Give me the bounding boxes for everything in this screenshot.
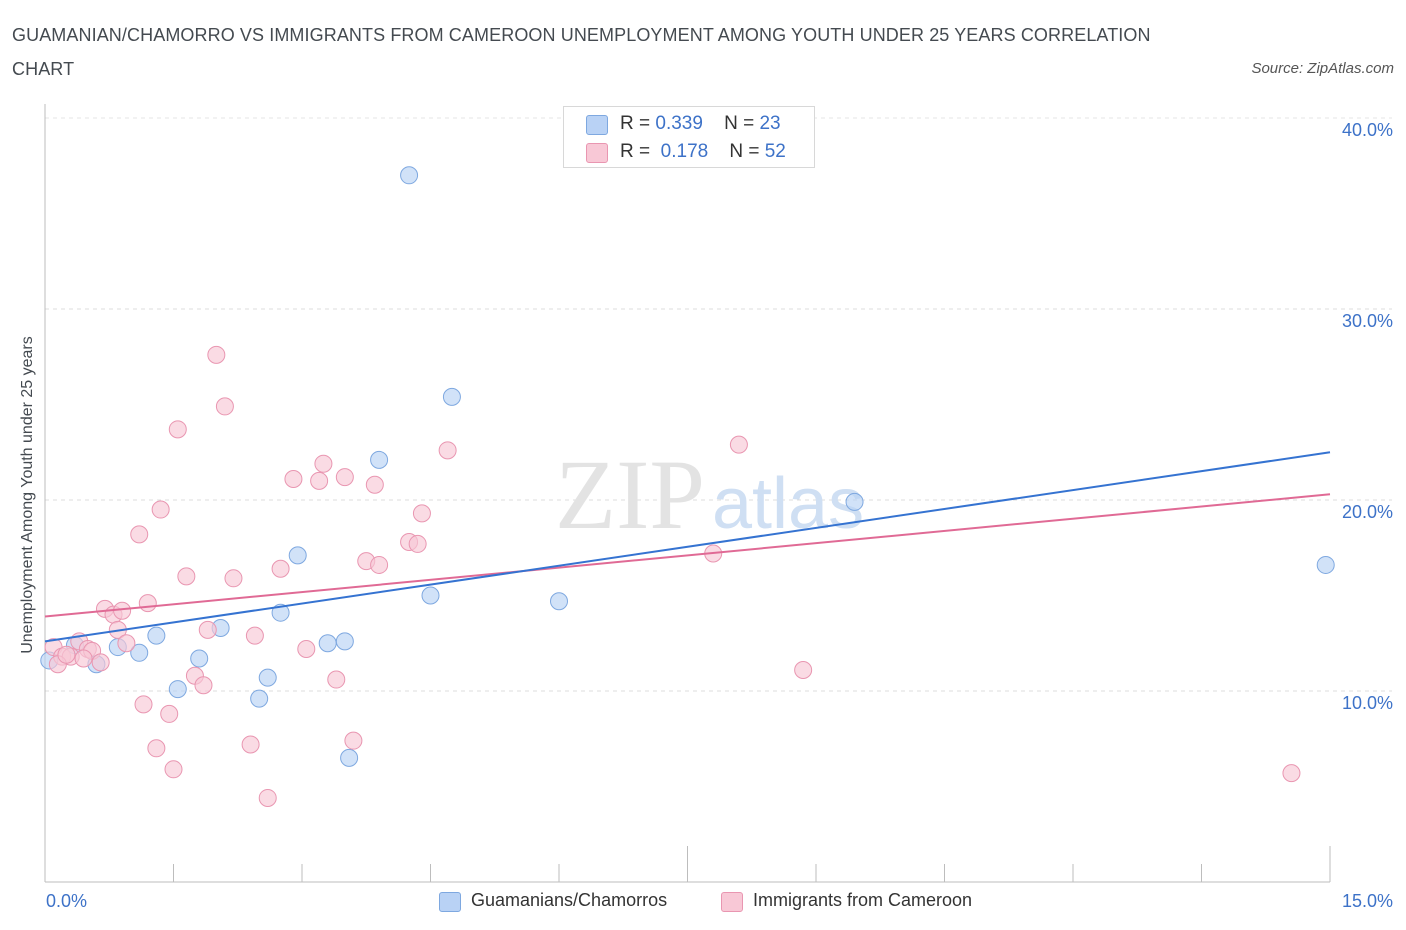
data-point [421, 586, 440, 605]
data-point [344, 731, 363, 750]
series-immigrants-from-cameroon [44, 345, 1301, 807]
data-point [168, 680, 187, 699]
data-point [245, 626, 264, 645]
data-point [250, 689, 269, 708]
data-point [113, 601, 132, 620]
trend-lines [44, 451, 1331, 643]
data-point [57, 645, 76, 664]
trend-line-cameroon [44, 493, 1331, 618]
data-point [258, 668, 277, 687]
blue-swatch [586, 115, 608, 135]
data-point [117, 634, 136, 653]
data-point [177, 567, 196, 586]
data-point [271, 559, 290, 578]
data-point [194, 676, 213, 695]
data-point [130, 643, 149, 662]
data-point [215, 397, 234, 416]
data-point [91, 653, 110, 672]
x-tick-max: 15.0% [1341, 891, 1393, 911]
data-point [190, 649, 209, 668]
chart-title: GUAMANIAN/CHAMORRO VS IMMIGRANTS FROM CA… [12, 25, 1151, 79]
pink-swatch [586, 143, 608, 163]
y-tick-label: 20.0% [1341, 502, 1393, 522]
data-point [327, 670, 346, 689]
data-point [164, 760, 183, 779]
n-value: 23 [759, 113, 781, 134]
blue-swatch [439, 892, 461, 912]
data-point [845, 492, 864, 511]
data-point [335, 632, 354, 651]
data-point [794, 660, 813, 679]
data-point [138, 594, 157, 613]
data-point [74, 649, 93, 668]
legend-text: R = 0.178 N = 52 [620, 141, 786, 163]
legend-item-label: Guamanians/Chamorros [471, 890, 668, 910]
watermark: ZIP atlas [555, 439, 864, 550]
n-value: 52 [764, 141, 786, 162]
data-point [1316, 555, 1335, 574]
data-point [335, 468, 354, 487]
data-point [412, 504, 431, 523]
r-value: 0.339 [655, 113, 703, 134]
data-point [340, 748, 359, 767]
n-label: N = [724, 113, 755, 134]
trend-line-guamanians [44, 451, 1331, 643]
legend-item-label: Immigrants from Cameroon [753, 890, 973, 910]
data-point [198, 620, 217, 639]
data-point [408, 534, 427, 553]
y-tick-label: 30.0% [1341, 311, 1393, 331]
data-point [160, 704, 179, 723]
data-point [400, 166, 419, 185]
data-point [288, 546, 307, 565]
data-point [365, 475, 384, 494]
pink-swatch [721, 892, 743, 912]
r-value: 0.178 [660, 141, 709, 162]
watermark-atlas: atlas [712, 464, 864, 544]
data-point [130, 525, 149, 544]
data-point [258, 788, 277, 807]
x-tick-min: 0.0% [46, 891, 88, 911]
data-point [370, 555, 389, 574]
data-point [147, 626, 166, 645]
data-point [147, 739, 166, 758]
axes [44, 104, 1331, 883]
r-label: R = [620, 141, 651, 162]
data-point [370, 450, 389, 469]
data-point [310, 471, 329, 490]
y-tick-label: 10.0% [1341, 693, 1393, 713]
source-label: Source: ZipAtlas.com [1251, 60, 1394, 77]
data-point [284, 469, 303, 488]
data-point [134, 695, 153, 714]
bottom-legend: Guamanians/Chamorros Immigrants from Cam… [0, 888, 1406, 918]
data-point [224, 569, 243, 588]
data-point [297, 639, 316, 658]
legend-text: R = 0.339 N = 23 [620, 113, 781, 135]
data-point [168, 420, 187, 439]
data-point [438, 441, 457, 460]
y-tick-label: 40.0% [1341, 120, 1393, 140]
data-point [318, 634, 337, 653]
data-point [550, 592, 568, 611]
data-point [314, 454, 333, 473]
watermark-zip: ZIP [555, 439, 705, 550]
n-label: N = [729, 141, 760, 162]
data-point [1282, 764, 1301, 783]
data-point [442, 387, 461, 406]
correlation-legend: R = 0.339 N = 23 R = 0.178 N = 52 [563, 106, 815, 168]
r-label: R = [620, 113, 651, 134]
gridlines [45, 117, 1392, 692]
data-point [729, 435, 748, 454]
data-point [241, 735, 260, 754]
data-point [207, 345, 226, 364]
data-point [271, 603, 290, 622]
data-point [151, 500, 170, 519]
